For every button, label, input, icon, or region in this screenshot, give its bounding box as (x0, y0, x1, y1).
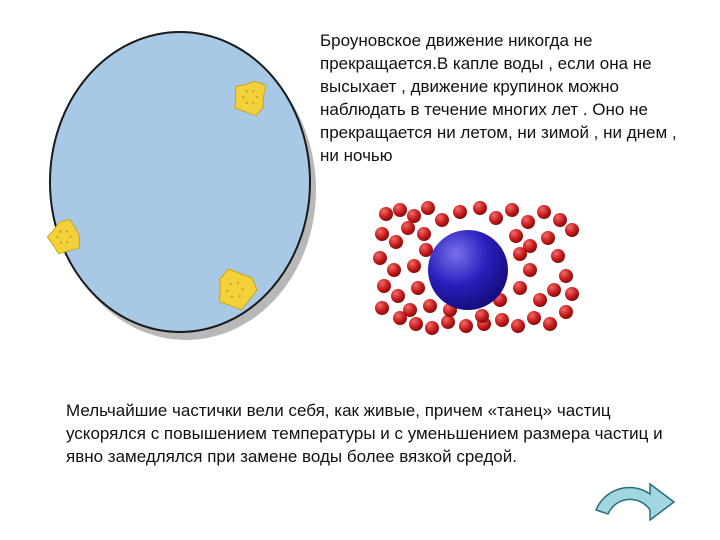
small-molecule (393, 203, 407, 217)
small-molecule (565, 223, 579, 237)
small-molecule (533, 293, 547, 307)
drop-body (50, 32, 310, 332)
small-molecule (505, 203, 519, 217)
drop-figure (20, 12, 320, 352)
small-molecule (421, 201, 435, 215)
small-molecule (379, 207, 393, 221)
small-molecule (475, 309, 489, 323)
next-arrow[interactable] (590, 480, 678, 522)
small-molecule (387, 263, 401, 277)
small-molecule (459, 319, 473, 333)
small-molecule (373, 251, 387, 265)
small-molecule (423, 299, 437, 313)
slide: Броуновское движение никогда не прекраща… (0, 0, 720, 540)
small-molecule (453, 205, 467, 219)
small-molecule (409, 317, 423, 331)
small-molecule (523, 263, 537, 277)
small-molecule (565, 287, 579, 301)
small-molecule (521, 215, 535, 229)
small-molecule (407, 259, 421, 273)
big-molecule (428, 230, 508, 310)
small-molecule (551, 249, 565, 263)
small-molecule (473, 201, 487, 215)
small-molecule (377, 279, 391, 293)
small-molecule (495, 313, 509, 327)
small-molecule (441, 315, 455, 329)
small-molecule (375, 227, 389, 241)
small-molecule (401, 221, 415, 235)
small-molecule (543, 317, 557, 331)
small-molecule (541, 231, 555, 245)
small-molecule (419, 243, 433, 257)
small-molecule (509, 229, 523, 243)
molecules-figure (370, 200, 580, 335)
small-molecule (547, 283, 561, 297)
small-molecule (407, 209, 421, 223)
small-molecule (435, 213, 449, 227)
paragraph-top: Броуновское движение никогда не прекраща… (320, 30, 680, 168)
small-molecule (389, 235, 403, 249)
small-molecule (511, 319, 525, 333)
small-molecule (513, 281, 527, 295)
small-molecule (411, 281, 425, 295)
small-molecule (559, 269, 573, 283)
small-molecule (559, 305, 573, 319)
small-molecule (403, 303, 417, 317)
paragraph-bottom: Мельчайшие частички вели себя, как живые… (66, 400, 666, 469)
small-molecule (391, 289, 405, 303)
small-molecule (513, 247, 527, 261)
arrow-icon (596, 484, 674, 520)
small-molecule (527, 311, 541, 325)
small-molecule (489, 211, 503, 225)
small-molecule (375, 301, 389, 315)
small-molecule (537, 205, 551, 219)
small-molecule (553, 213, 567, 227)
small-molecule (417, 227, 431, 241)
small-molecule (425, 321, 439, 335)
